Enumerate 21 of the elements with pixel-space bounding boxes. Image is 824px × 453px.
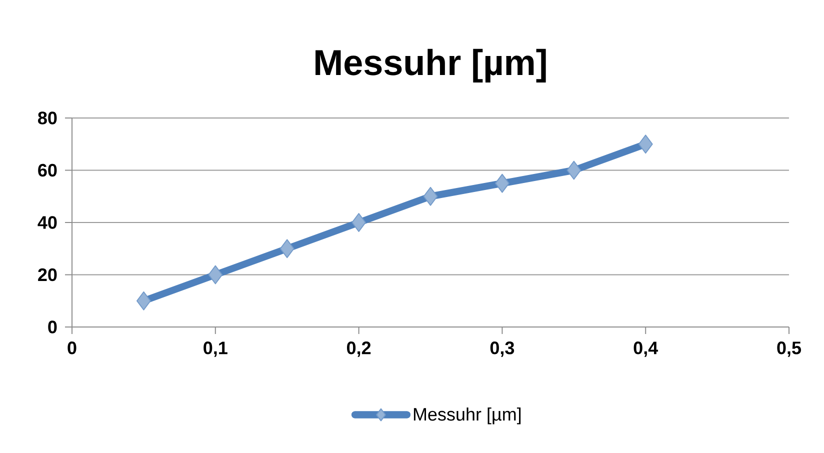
x-tick-label: 0,2 bbox=[347, 342, 371, 357]
x-tick-label: 0,5 bbox=[777, 342, 802, 357]
point bbox=[208, 265, 223, 284]
legend-label: Messuhr [µm] bbox=[414, 408, 521, 424]
x-tick-label: 0,4 bbox=[634, 342, 658, 357]
x-tick-label: 0 bbox=[68, 342, 76, 354]
point bbox=[566, 160, 582, 180]
y-tick-label: 60 bbox=[38, 164, 57, 177]
x-tick-label: 0,3 bbox=[490, 342, 514, 357]
point bbox=[494, 174, 510, 193]
y-tick-label: 20 bbox=[38, 268, 57, 282]
x-tick-label: 0,1 bbox=[204, 342, 228, 357]
point bbox=[280, 239, 294, 258]
point bbox=[638, 134, 653, 154]
chart-title: Messuhr [µm] bbox=[316, 48, 546, 82]
y-tick-label: 80 bbox=[38, 112, 57, 124]
y-tick-label: 40 bbox=[38, 216, 57, 229]
y-tick-label: 0 bbox=[48, 320, 57, 334]
point bbox=[352, 213, 366, 232]
point bbox=[423, 186, 438, 206]
point bbox=[136, 291, 151, 310]
